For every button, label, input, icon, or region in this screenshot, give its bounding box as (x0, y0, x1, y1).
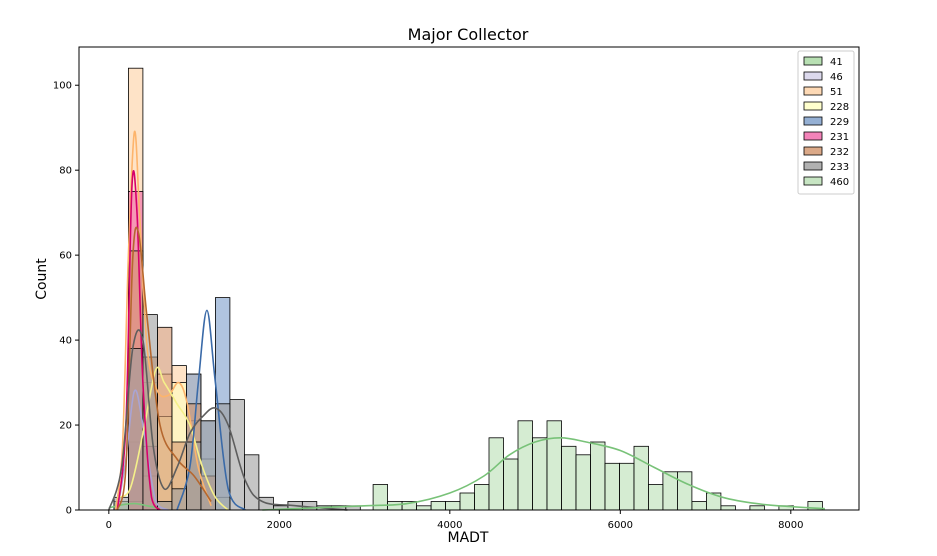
bar-460-9 (503, 458, 519, 511)
legend-swatch (803, 176, 823, 186)
legend-item-229: 229 (803, 116, 849, 128)
kde-line-232 (116, 226, 212, 511)
bar-460-19 (648, 484, 664, 511)
bar-460-22 (691, 501, 707, 511)
bar-460-21 (677, 471, 693, 511)
legend-label: 460 (830, 177, 849, 188)
bar-460-24 (720, 505, 736, 511)
y-axis-ticks: 0 20 40 60 80 100 (53, 81, 79, 517)
bars-layer (113, 67, 823, 511)
y-tick-label: 40 (59, 336, 72, 347)
legend-item-46: 46 (803, 71, 843, 83)
y-tick-label: 80 (59, 166, 72, 177)
legend-swatch (803, 71, 823, 81)
x-tick-label: 4000 (437, 520, 462, 531)
kde-line-233 (108, 329, 348, 511)
bar-460-18 (633, 445, 649, 511)
x-tick-label: 6000 (608, 520, 633, 531)
x-axis-label: MADT (448, 530, 489, 546)
legend-swatch (803, 131, 823, 141)
kde-line-51 (114, 130, 212, 511)
legend-item-51: 51 (803, 86, 843, 98)
bar-460-10 (517, 420, 533, 511)
legend-swatch (803, 86, 823, 96)
bar-460-11 (532, 437, 548, 511)
legend-label: 51 (830, 87, 843, 98)
legend-label: 41 (830, 57, 843, 68)
legend-label: 229 (830, 117, 849, 128)
legend-label: 232 (830, 147, 849, 158)
legend-swatch (803, 146, 823, 156)
legend-label: 233 (830, 162, 849, 173)
kde-line-228 (116, 366, 229, 511)
x-axis-ticks: 0 2000 4000 6000 8000 (106, 510, 804, 531)
y-axis-label: Count (34, 258, 50, 300)
x-tick-label: 0 (106, 520, 112, 531)
bar-460-7 (474, 484, 490, 511)
legend-item-231: 231 (803, 131, 849, 143)
bar-460-13 (561, 445, 577, 511)
y-tick-label: 20 (59, 421, 72, 432)
bar-460-17 (619, 462, 635, 511)
legend-item-41: 41 (803, 56, 843, 68)
bar-460-6 (459, 492, 475, 511)
legend-swatch (803, 161, 823, 171)
bar-460-15 (590, 441, 606, 511)
kde-line-229 (176, 309, 246, 511)
legend-label: 228 (830, 102, 849, 113)
legend-item-232: 232 (803, 146, 849, 158)
bar-460-3 (416, 505, 432, 511)
y-tick-label: 0 (66, 506, 72, 517)
legend-label: 46 (830, 72, 843, 83)
bar-460-4 (430, 501, 447, 511)
legend: 41 46 51 228 229 231 232 233 460 (797, 50, 855, 195)
bar-460-16 (604, 462, 620, 511)
series-bars-460 (372, 420, 823, 511)
bar-460-8 (488, 437, 504, 511)
legend-item-460: 460 (803, 176, 849, 188)
bar-460-25 (749, 505, 765, 511)
y-tick-label: 60 (59, 251, 72, 262)
x-tick-label: 8000 (778, 520, 803, 531)
y-tick-label: 100 (53, 81, 72, 92)
kde-layer (108, 130, 825, 511)
kde-line-460 (262, 436, 825, 511)
x-tick-label: 2000 (267, 520, 292, 531)
legend-swatch (803, 116, 823, 126)
bar-460-5 (445, 501, 461, 511)
legend-label: 231 (830, 132, 849, 143)
legend-item-233: 233 (803, 161, 849, 173)
chart-title: Major Collector (408, 25, 529, 44)
legend-item-228: 228 (803, 101, 849, 113)
bar-460-12 (546, 420, 562, 511)
legend-swatch (803, 56, 823, 66)
bar-460-14 (575, 454, 591, 511)
plot-frame (78, 46, 860, 511)
legend-swatch (803, 101, 823, 111)
